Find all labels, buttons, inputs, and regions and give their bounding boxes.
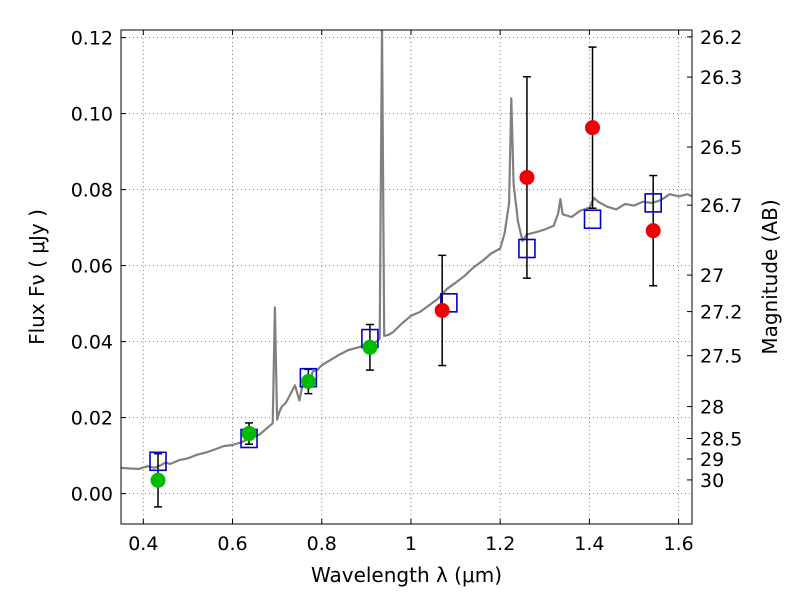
optical-data-point xyxy=(150,472,166,488)
y2-tick-label: 26.5 xyxy=(700,137,742,159)
plot-frame xyxy=(120,29,693,525)
x-tick-label: 1.2 xyxy=(485,533,515,555)
clipped-series xyxy=(121,30,692,508)
model-photometry-square xyxy=(518,238,536,259)
x-tick-label: 1.4 xyxy=(574,533,604,555)
model-spectrum-line xyxy=(121,30,692,470)
y2-axis-label: Magnitude (AB) xyxy=(758,199,782,354)
nir-data-point xyxy=(645,223,661,239)
model-photometry-square xyxy=(583,209,602,230)
y2-tick-label: 27.5 xyxy=(700,346,742,368)
nir-data-point xyxy=(434,302,450,318)
optical-data-point xyxy=(300,374,316,389)
x-tick-label: 0.8 xyxy=(307,533,337,555)
y-tick-label: 0.08 xyxy=(71,180,113,202)
data-series xyxy=(121,30,692,508)
y2-tick-label: 27.2 xyxy=(700,302,742,324)
model-photometry-square xyxy=(644,193,662,213)
y2-tick-label: 26.2 xyxy=(700,27,742,49)
y2-tick-label: 26.3 xyxy=(700,67,742,89)
x-tick-label: 0.4 xyxy=(128,533,158,555)
y-tick-label: 0.12 xyxy=(71,28,113,50)
y-tick-label: 0.00 xyxy=(71,484,113,506)
y-tick-label: 0.02 xyxy=(71,408,113,430)
y-axis-label: Flux Fν ( μJy ) xyxy=(25,209,49,345)
nir-data-point xyxy=(585,120,601,136)
y-tick-label: 0.06 xyxy=(71,256,113,278)
y2-tick-label: 29 xyxy=(700,449,724,471)
y2-tick-label: 28.5 xyxy=(700,429,742,451)
model-photometry-square xyxy=(149,451,167,472)
x-tick-label: 0.6 xyxy=(217,533,247,555)
y2-tick-label: 28 xyxy=(700,397,724,419)
x-axis-label: Wavelength λ (μm) xyxy=(311,563,502,587)
y2-tick-label: 27 xyxy=(700,265,724,287)
y-tick-label: 0.10 xyxy=(71,104,113,126)
x-tick-label: 1 xyxy=(405,533,417,555)
axis-ticks: 0.4 0.6 0.8 1 1.2 1.4 1.6 0.00 0.02 0.04 0.06 0.08 0… xyxy=(71,27,743,555)
y2-tick-label: 30 xyxy=(700,470,724,492)
y2-tick-label: 26.7 xyxy=(700,195,742,217)
nir-data-point xyxy=(519,169,535,185)
x-tick-label: 1.6 xyxy=(664,533,694,555)
optical-data-point xyxy=(241,426,257,442)
y-tick-label: 0.04 xyxy=(71,332,113,354)
optical-data-point xyxy=(362,339,378,355)
